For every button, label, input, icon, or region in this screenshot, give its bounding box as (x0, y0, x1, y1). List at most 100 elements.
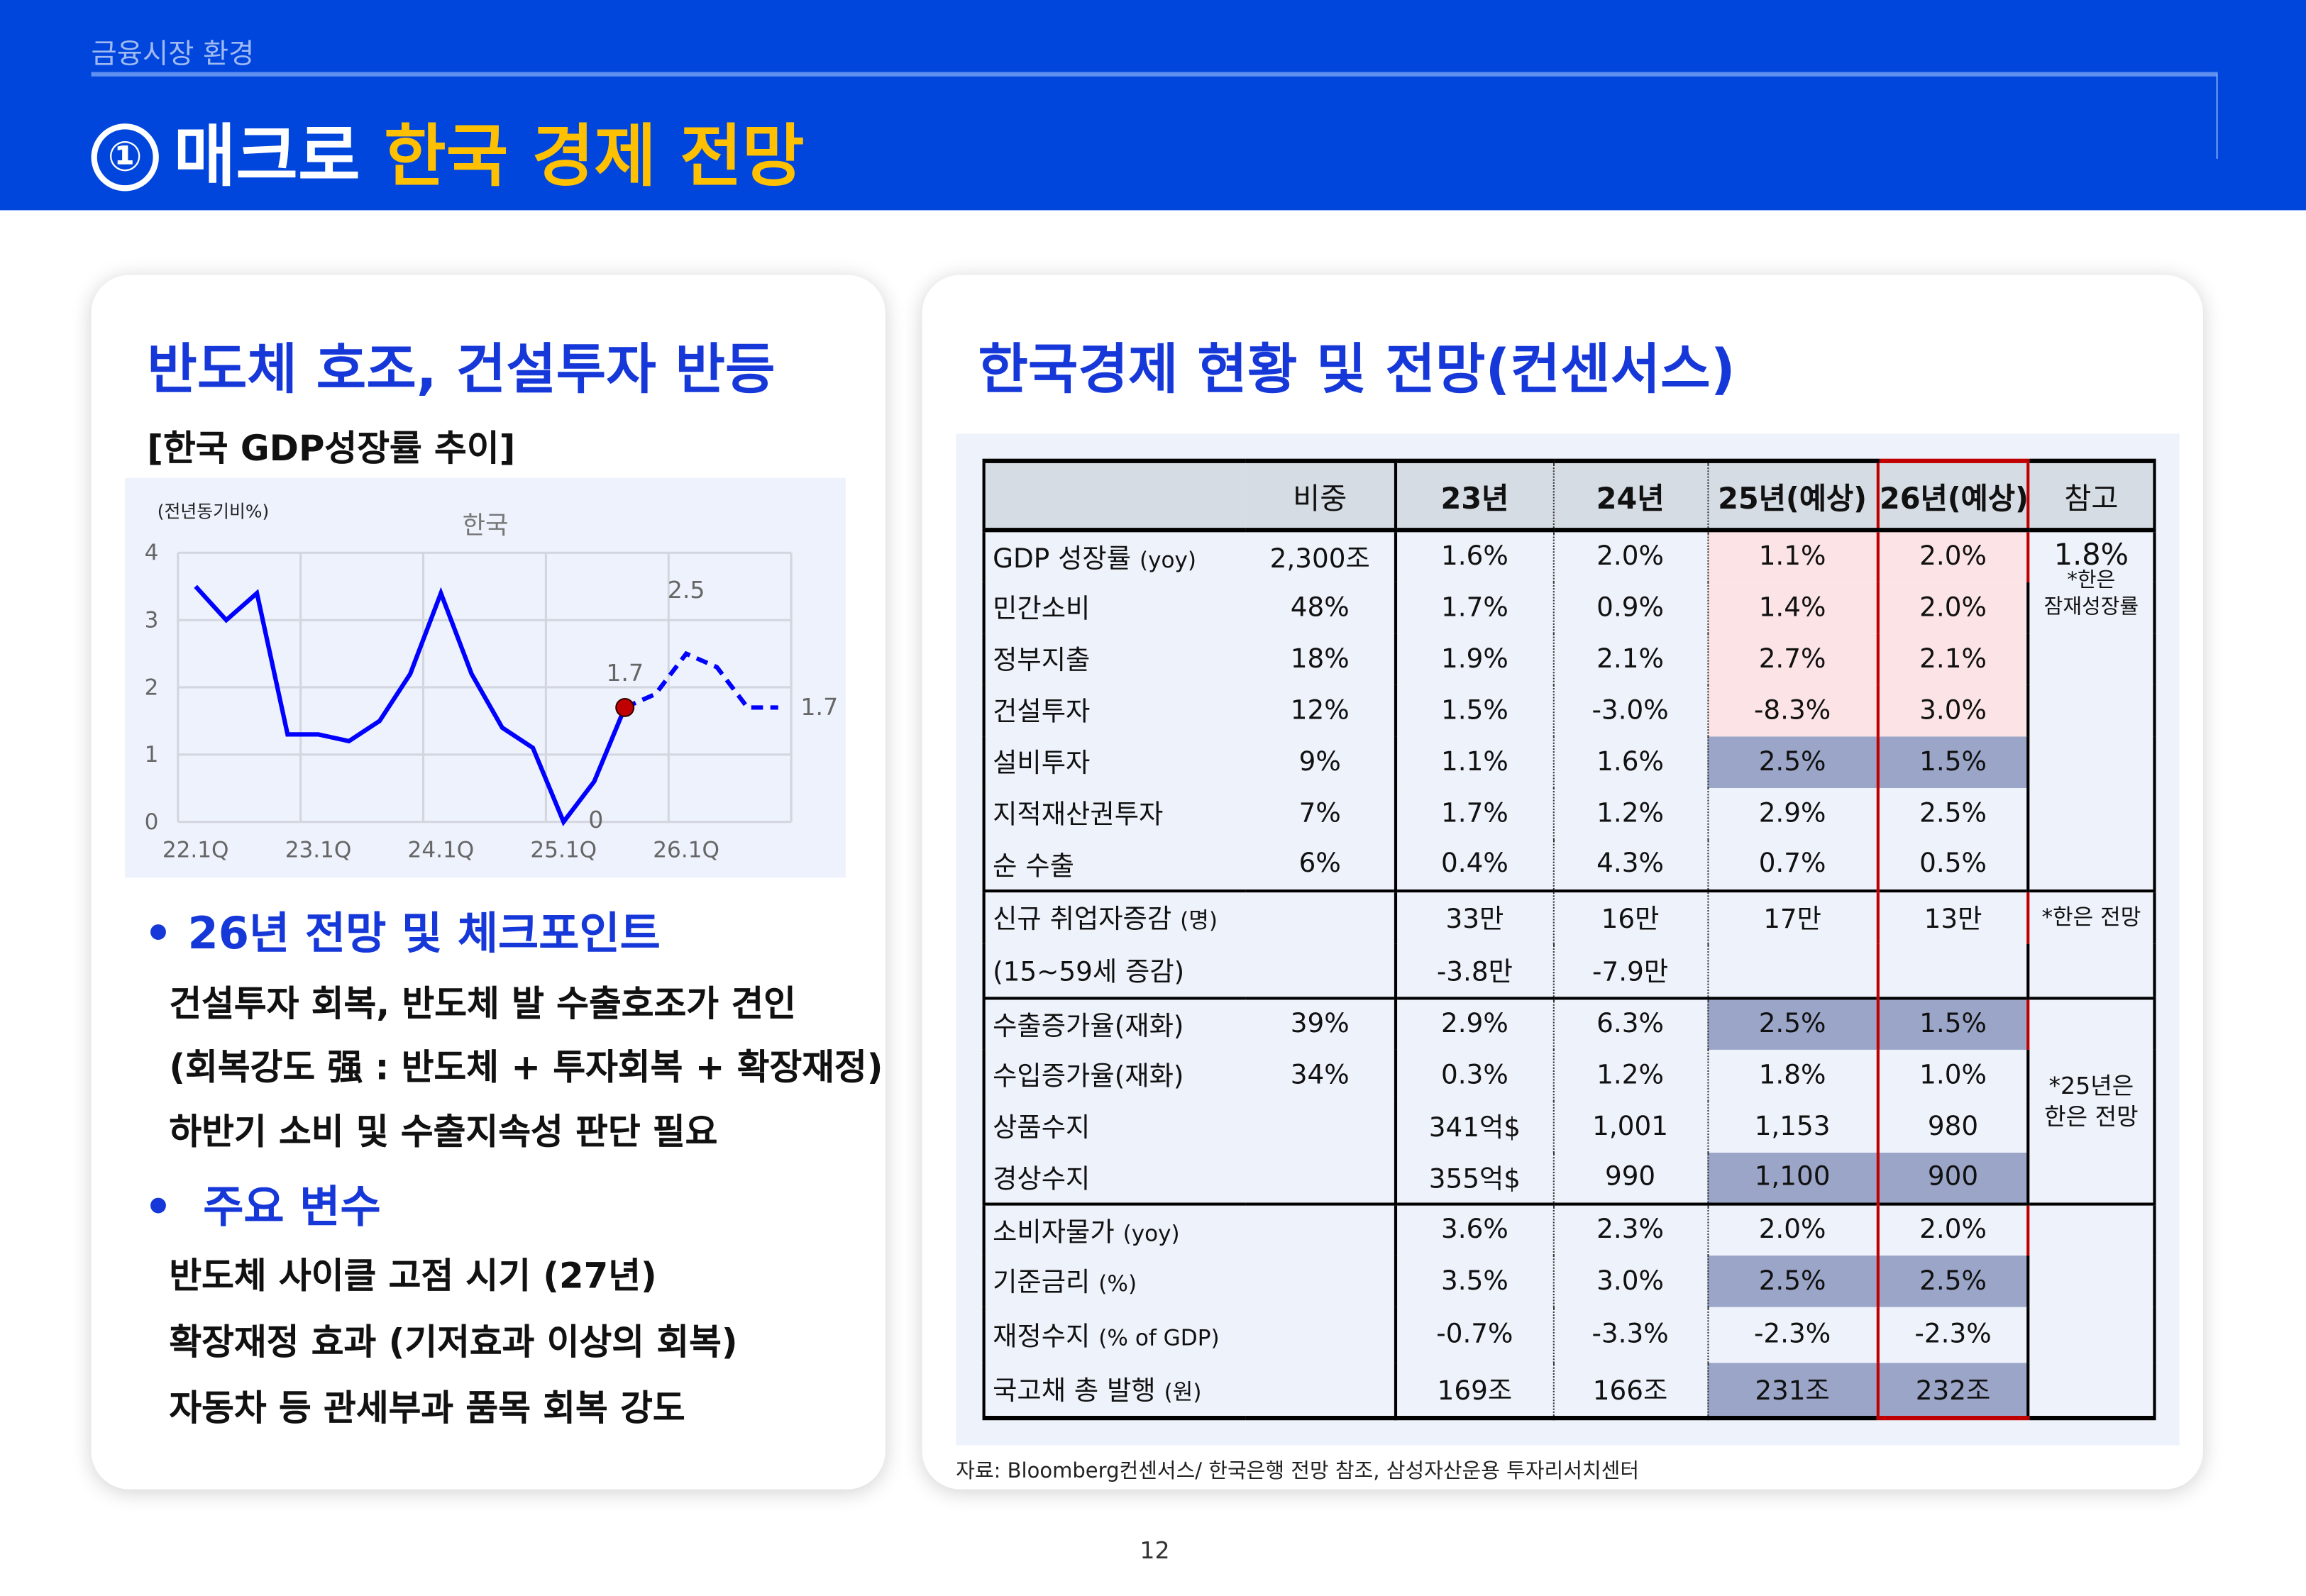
table-row: 정부지출 18% 1.9% 2.1% 2.7% 2.1% (984, 633, 2155, 685)
value-cell: -2.3% (1753, 1319, 1831, 1350)
bullet-heading-text: 26년 전망 및 체크포인트 (187, 908, 661, 960)
x-tick-label: 24.1Q (408, 837, 475, 863)
y-tick-label: 2 (145, 675, 159, 700)
breadcrumb: 금융시장 환경 (91, 38, 255, 71)
weight-cell (1245, 1306, 1398, 1363)
row-unit: (%) (1098, 1270, 1137, 1297)
chart-subtitle: [한국 GDP성장률 추이] (147, 428, 516, 470)
reference-cell: *한은 전망 (2026, 888, 2155, 998)
value-cell: 232조 (1876, 1362, 2030, 1421)
weight-cell: 34% (1245, 1048, 1398, 1101)
col-header: 24년 (1552, 458, 1709, 533)
row-label: 수출증가율(재화) (983, 996, 1246, 1049)
value-cell: 2.1% (1552, 633, 1709, 685)
col-header: 참고 (2026, 458, 2155, 533)
table-row: 소비자물가 (yoy) 3.6% 2.3% 2.0% 2.0% (983, 1202, 2155, 1419)
value-cell: 2.5% (1707, 736, 1878, 787)
card-heading: 한국경제 현황 및 전망(컨센서스) (978, 338, 1736, 401)
value-cell: 3.6% (1395, 1202, 1554, 1256)
value-cell: 0.9% (1552, 581, 1709, 633)
value-cell: 0.3% (1395, 1048, 1554, 1101)
value-cell: 2.7% (1707, 633, 1878, 685)
value-cell: 2.5% (1876, 1255, 2030, 1307)
y-axis-label: (전년동기비%) (158, 501, 269, 522)
table-row: GDP 성장률 (yoy) 2,300조 1.6% 2.0% 1.1% 2.0% 1.8% *… (984, 530, 2155, 891)
value-cell: -0.7% (1395, 1306, 1554, 1363)
row-label-text: 수입증가율(재화) (993, 1061, 1184, 1093)
value-cell: 169조 (1395, 1362, 1554, 1419)
row-label-text: 설비투자 (993, 748, 1091, 780)
x-tick-label: 22.1Q (162, 837, 229, 863)
value-cell: 341억$ (1395, 1100, 1554, 1152)
value-cell: -3.3% (1552, 1306, 1709, 1363)
value-cell: 1.4% (1707, 581, 1878, 633)
value-cell: 1.5% (1395, 684, 1554, 736)
value-cell: -3.8만 (1395, 943, 1554, 998)
row-label: 기준금리 (%) (984, 1255, 1246, 1307)
table-row: 수입증가율(재화) 34% 0.3% 1.2% 1.8% 1.0% (984, 1048, 2155, 1101)
row-label-text: 민간소비 (993, 594, 1091, 625)
value-cell: 2.3% (1552, 1202, 1709, 1256)
weight-cell (1245, 1255, 1398, 1307)
value-cell: 1.6% (1395, 530, 1554, 582)
value-cell: 166조 (1552, 1362, 1709, 1419)
value-cell: 3.0% (1552, 1255, 1709, 1307)
reference-cell: *25년은 한은 전망 (2026, 996, 2155, 1204)
value-cell: 1.8% (1758, 1059, 1826, 1090)
x-tick-label: 23.1Q (285, 837, 352, 863)
row-label-text: 순 수출 (993, 850, 1074, 882)
row-label: 경상수지 (984, 1152, 1246, 1204)
x-tick-label: 25.1Q (530, 837, 597, 863)
value-cell: 4.3% (1552, 838, 1709, 891)
value-cell: 3.5% (1395, 1255, 1554, 1307)
section-number-icon: ① (91, 123, 159, 192)
card-heading: 반도체 호조, 건설투자 반등 (147, 338, 776, 401)
note-text: *한은 전망 (2041, 903, 2141, 930)
col-header: 26년(예상) (1876, 458, 2030, 533)
row-label-text: 신규 취업자증감 (993, 904, 1172, 936)
outlook-card: 한국경제 현황 및 전망(컨센서스) 비중 23년 24년 25년(예상) 26… (922, 275, 2203, 1490)
table-row: 설비투자 9% 1.1% 1.6% 2.5% 1.5% (984, 736, 2155, 787)
row-unit: (yoy) (1122, 1219, 1180, 1246)
value-cell: 16만 (1552, 888, 1709, 944)
table-row: 상품수지 341억$ 1,001 1,153 980 (984, 1100, 2155, 1152)
value-cell: 0.5% (1876, 838, 2030, 891)
value-cell: -3.0% (1552, 684, 1709, 736)
value-cell: 1.5% (1876, 996, 2030, 1049)
y-tick-label: 4 (145, 541, 159, 566)
row-label: GDP 성장률 (yoy) (984, 530, 1246, 582)
header-divider (91, 72, 2218, 77)
y-tick-label: 3 (145, 608, 159, 633)
row-label-text: 건설투자 (993, 697, 1091, 728)
row-unit: (명) (1180, 907, 1218, 934)
value-cell: 1,001 (1552, 1100, 1709, 1152)
row-unit: (% of GDP) (1098, 1324, 1220, 1351)
value-cell: 3.0% (1876, 684, 2030, 736)
bullet-heading-outlook: • 26년 전망 및 체크포인트 (144, 908, 661, 960)
value-cell: 355억$ (1395, 1151, 1554, 1204)
bullet-heading-text: 주요 변수 (203, 1182, 381, 1234)
value-cell: 1.9% (1395, 633, 1554, 685)
y-tick-label: 1 (145, 742, 159, 767)
header-bar: 금융시장 환경 ① 매크로 한국 경제 전망 (0, 0, 2306, 211)
value-cell: 0.4% (1395, 838, 1554, 891)
page-title: ① 매크로 한국 경제 전망 (91, 103, 805, 200)
table-row: 국고채 총 발행 (원) 169조 166조 231조 232조 (984, 1362, 2155, 1421)
weight-cell: 6% (1245, 838, 1398, 891)
data-label: 1.7 (606, 659, 644, 687)
weight-cell (1245, 943, 1398, 998)
reference-cell: 1.8% *한은 잠재성장률 (2026, 530, 2155, 891)
value-cell: 2.0% (1876, 530, 2030, 582)
weight-cell: 7% (1245, 787, 1398, 839)
table-row: 재정수지 (% of GDP) -0.7% -3.3% -2.3% -2.3% (984, 1306, 2155, 1363)
value-cell: 980 (1876, 1100, 2030, 1152)
page-number: 12 (1140, 1536, 1170, 1565)
title-white: 매크로 (173, 116, 360, 196)
consensus-table: 비중 23년 24년 25년(예상) 26년(예상) 참고 GDP 성장률 (y… (982, 458, 2156, 1421)
row-label: 신규 취업자증감 (명) (983, 888, 1246, 944)
actual-series-line (194, 584, 627, 826)
note-value: 1.8% (2053, 536, 2129, 572)
row-label: 재정수지 (% of GDP) (984, 1307, 1246, 1363)
col-header: 비중 (1245, 458, 1398, 533)
note-text: *한은 잠재성장률 (2043, 569, 2139, 619)
